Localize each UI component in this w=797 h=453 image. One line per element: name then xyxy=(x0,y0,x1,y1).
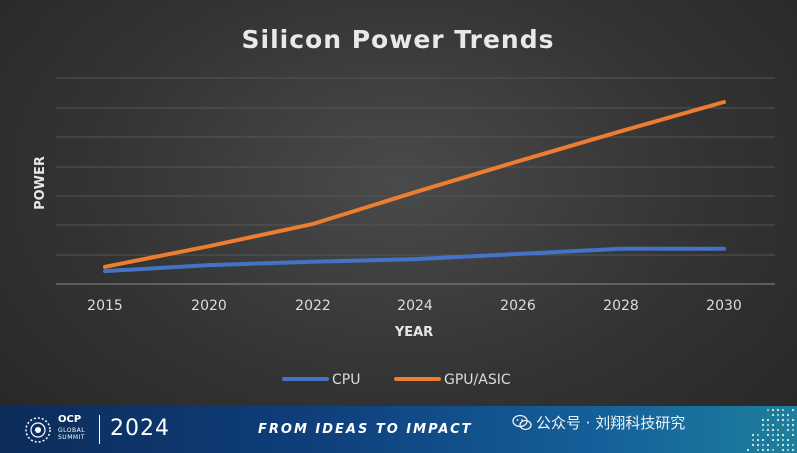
decor-dot xyxy=(786,448,790,452)
decor-dot xyxy=(766,428,770,432)
x-tick-label-2020: 2020 xyxy=(191,298,227,314)
decor-dot xyxy=(751,438,755,442)
decor-dot xyxy=(766,423,770,427)
y-axis-label: POWER xyxy=(33,156,48,210)
decor-dot xyxy=(781,448,785,452)
ocp-logo-icon xyxy=(25,417,51,443)
gridlines xyxy=(56,77,775,285)
legend: CPU GPU/ASIC xyxy=(282,372,511,388)
decor-dot xyxy=(766,448,770,452)
watermark: 公众号 · 刘翔科技研究 xyxy=(512,412,685,434)
x-axis-label: YEAR xyxy=(394,325,433,340)
x-tick-label-2015: 2015 xyxy=(87,298,123,314)
decor-dot xyxy=(791,433,795,437)
decor-dot xyxy=(776,418,780,422)
decor-dot xyxy=(776,433,780,437)
decor-dot xyxy=(766,433,770,437)
ocp-org-name: OCP xyxy=(58,414,82,425)
decor-dot xyxy=(766,443,770,447)
decor-dot xyxy=(761,423,765,427)
decor-dot xyxy=(756,443,760,447)
decor-dot xyxy=(746,448,750,452)
footer-divider xyxy=(99,415,100,444)
decor-dot xyxy=(756,433,760,437)
decor-dot xyxy=(791,428,795,432)
x-tick-label-2026: 2026 xyxy=(500,298,536,314)
x-tick-label-2028: 2028 xyxy=(603,298,639,314)
decor-dot xyxy=(771,413,775,417)
decor-dot xyxy=(761,443,765,447)
decor-dot xyxy=(776,443,780,447)
series-line-cpu xyxy=(103,246,726,274)
decor-dot xyxy=(761,438,765,442)
x-tick-label-2022: 2022 xyxy=(295,298,331,314)
x-tick-labels: 2015 2020 2022 2024 2026 2028 2030 xyxy=(87,298,742,314)
decor-dot xyxy=(776,438,780,442)
decor-dot xyxy=(786,443,790,447)
decor-dot xyxy=(786,418,790,422)
decor-dot xyxy=(776,428,780,432)
decor-dot xyxy=(791,448,795,452)
decorative-dots xyxy=(746,408,795,452)
decor-dot xyxy=(771,423,775,427)
decor-dot xyxy=(761,428,765,432)
decor-dot xyxy=(771,438,775,442)
ocp-summit-text: SUMMIT xyxy=(58,434,85,441)
decor-dot xyxy=(791,423,795,427)
decor-dot xyxy=(771,428,775,432)
decor-dot xyxy=(771,433,775,437)
decor-dot xyxy=(776,408,780,412)
series-lines xyxy=(103,100,726,274)
decor-dot xyxy=(781,418,785,422)
decor-dot xyxy=(781,408,785,412)
decor-dot xyxy=(751,433,755,437)
decor-dot xyxy=(781,438,785,442)
x-tick-label-2024: 2024 xyxy=(397,298,433,314)
decor-dot xyxy=(766,418,770,422)
decor-dot xyxy=(761,448,765,452)
decor-dot xyxy=(791,418,795,422)
decor-dot xyxy=(786,413,790,417)
watermark-text: 公众号 · 刘翔科技研究 xyxy=(536,414,686,432)
decor-dot xyxy=(781,443,785,447)
tagline: FROM IDEAS TO IMPACT xyxy=(258,422,473,437)
decor-dot xyxy=(776,413,780,417)
decor-dot xyxy=(751,443,755,447)
legend-label-cpu: CPU xyxy=(332,372,360,388)
ocp-global-text: GLOBAL xyxy=(58,427,86,434)
footer-banner: OCP GLOBAL SUMMIT 2024 FROM IDEAS TO IMP… xyxy=(0,406,797,453)
silicon-power-chart: Silicon Power Trends POWER 2015 2020 2022 2… xyxy=(33,25,775,388)
decor-dot xyxy=(791,443,795,447)
legend-label-gpu-asic: GPU/ASIC xyxy=(444,372,511,388)
decor-dot xyxy=(786,423,790,427)
decor-dot xyxy=(756,448,760,452)
decor-dot xyxy=(791,408,795,412)
chart-title: Silicon Power Trends xyxy=(242,25,555,54)
decor-dot xyxy=(771,448,775,452)
decor-dot xyxy=(756,438,760,442)
summit-year: 2024 xyxy=(110,416,170,441)
decor-dot xyxy=(781,413,785,417)
x-tick-label-2030: 2030 xyxy=(706,298,742,314)
wechat-icon xyxy=(512,414,532,431)
decor-dot xyxy=(786,428,790,432)
decor-dot xyxy=(771,408,775,412)
decor-dot xyxy=(786,438,790,442)
series-line-gpu-asic xyxy=(103,100,726,269)
decor-dot xyxy=(766,408,770,412)
decor-dot xyxy=(781,423,785,427)
decor-dot xyxy=(781,433,785,437)
decor-dot xyxy=(761,418,765,422)
